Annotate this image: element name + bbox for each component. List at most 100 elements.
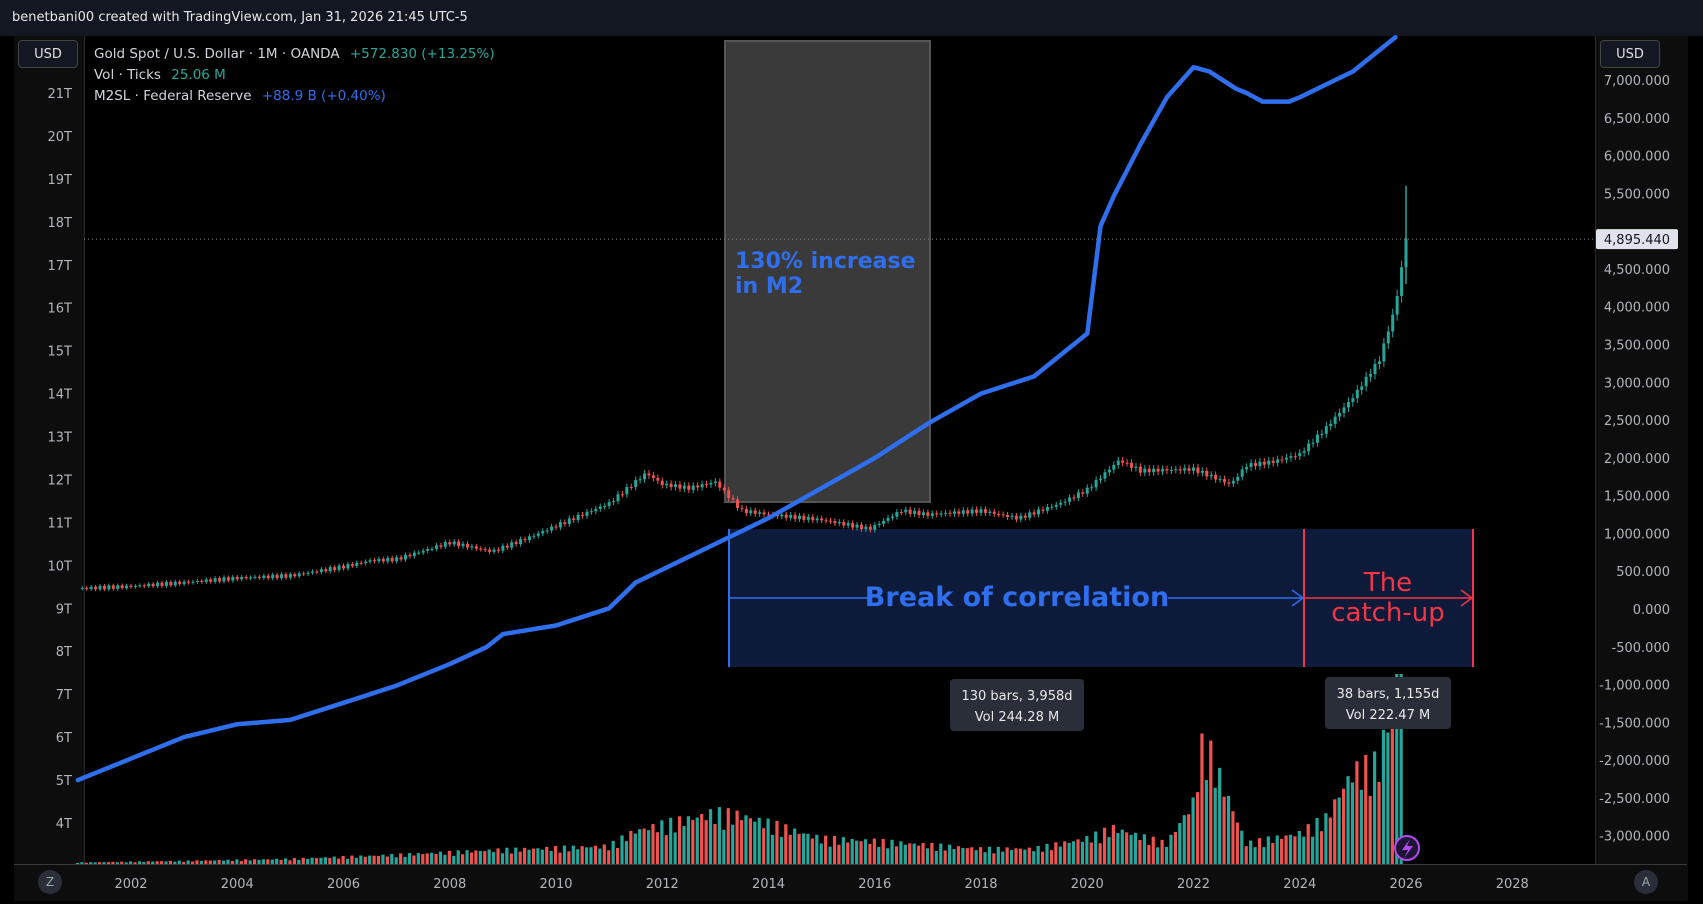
gold-candle — [488, 549, 492, 552]
measure-tooltip-2-box — [1325, 677, 1451, 729]
volume-bar — [948, 844, 952, 864]
time-axis-tick: 2024 — [1283, 877, 1316, 892]
auto-scale-toggle[interactable]: A — [1634, 870, 1658, 894]
volume-bar — [673, 832, 677, 864]
legend-volume[interactable]: Vol · Ticks 25.06 M — [94, 65, 501, 86]
gold-candle — [102, 585, 106, 590]
gold-candle — [164, 581, 168, 586]
volume-bar — [341, 855, 345, 864]
volume-bar — [1257, 838, 1262, 864]
volume-bar — [363, 856, 367, 864]
volume-bar — [669, 817, 673, 864]
gold-candle — [846, 523, 850, 526]
volume-bar — [545, 846, 549, 864]
volume-bar — [965, 848, 969, 864]
gold-candle — [1267, 460, 1271, 465]
volume-bar — [235, 859, 239, 864]
gold-candle — [855, 524, 859, 528]
volume-bar — [748, 818, 752, 864]
gold-candle — [1125, 462, 1129, 464]
volume-bar — [1173, 832, 1177, 864]
gold-candle — [200, 580, 204, 582]
volume-bar — [598, 848, 602, 864]
volume-bar — [443, 854, 447, 864]
time-axis-tick: 2008 — [433, 877, 466, 892]
volume-bar — [1049, 850, 1054, 864]
right-price-scale[interactable] — [1595, 36, 1688, 900]
volume-bar — [713, 823, 717, 864]
left-currency-button[interactable]: USD — [18, 40, 78, 68]
log-scale-toggle[interactable]: Z — [38, 870, 62, 894]
volume-bar — [1036, 845, 1040, 864]
volume-bar — [1151, 836, 1155, 864]
gold-candle — [554, 526, 558, 528]
volume-bar — [912, 843, 916, 864]
gold-candle — [753, 510, 757, 514]
gold-candle — [1068, 497, 1072, 502]
legend-m2[interactable]: M2SL · Federal Reserve +88.9 B (+0.40%) — [94, 86, 501, 107]
gold-candle — [948, 512, 952, 514]
time-axis-tick: 2016 — [858, 877, 891, 892]
volume-bar — [584, 847, 589, 864]
gold-candle — [434, 545, 438, 549]
m2-increase-label: in M2 — [735, 274, 803, 299]
gold-candle — [603, 505, 607, 507]
volume-bar — [337, 858, 341, 864]
gold-candle — [395, 557, 399, 562]
volume-bar — [602, 844, 606, 864]
legend-gold-name: Gold Spot / U.S. Dollar · 1M · OANDA — [94, 46, 340, 62]
volume-bar — [664, 835, 668, 864]
volume-bar — [576, 849, 580, 864]
legend-gold[interactable]: Gold Spot / U.S. Dollar · 1M · OANDA +57… — [94, 44, 501, 65]
gold-candle — [1037, 509, 1041, 515]
gold-candle — [1342, 407, 1346, 414]
volume-bar — [438, 851, 443, 864]
volume-bar — [1164, 846, 1169, 864]
gold-candle — [616, 494, 620, 502]
volume-bar — [368, 855, 372, 864]
gold-candle — [656, 477, 660, 481]
gold-candle — [1333, 416, 1337, 424]
volume-bar — [527, 849, 531, 864]
gold-candle — [811, 516, 815, 521]
gold-candle — [483, 549, 487, 551]
volume-bar — [217, 860, 221, 864]
right-axis-tick: 5,500.000 — [1604, 187, 1670, 202]
right-currency-button[interactable]: USD — [1600, 40, 1660, 68]
gold-candle — [346, 564, 350, 569]
volume-bar — [899, 841, 903, 864]
time-axis-tick: 2026 — [1389, 877, 1422, 892]
volume-bar — [1182, 815, 1186, 864]
gold-candle — [1218, 479, 1222, 481]
volume-bar — [1244, 846, 1248, 864]
volume-bar — [1364, 754, 1368, 864]
gold-candle — [873, 524, 877, 530]
gold-candle — [1324, 426, 1328, 434]
gold-candle — [576, 514, 580, 521]
volume-bar — [1018, 848, 1023, 864]
left-axis-tick: 6T — [56, 731, 72, 746]
volume-bar — [1249, 840, 1253, 864]
gold-candle — [1152, 468, 1156, 473]
volume-bar — [190, 861, 195, 864]
gold-candle — [638, 479, 642, 481]
time-axis-tick: 2012 — [646, 877, 679, 892]
gold-candle — [744, 508, 748, 514]
volume-bar — [797, 833, 801, 864]
gold-candle — [1165, 469, 1169, 471]
gold-candle — [293, 574, 297, 577]
volume-bar — [350, 855, 354, 864]
time-scale[interactable] — [14, 864, 1687, 901]
gold-candle — [1094, 479, 1098, 488]
volume-bar — [1315, 818, 1319, 864]
left-price-scale[interactable] — [14, 36, 85, 900]
gold-candle — [1059, 502, 1063, 505]
gold-candle — [820, 518, 824, 521]
gold-candle — [160, 582, 164, 586]
gold-candle — [687, 485, 691, 490]
volume-bar — [1377, 781, 1381, 864]
volume-bar — [1328, 817, 1332, 864]
time-axis-tick: 2002 — [114, 877, 147, 892]
volume-bar — [407, 853, 412, 864]
